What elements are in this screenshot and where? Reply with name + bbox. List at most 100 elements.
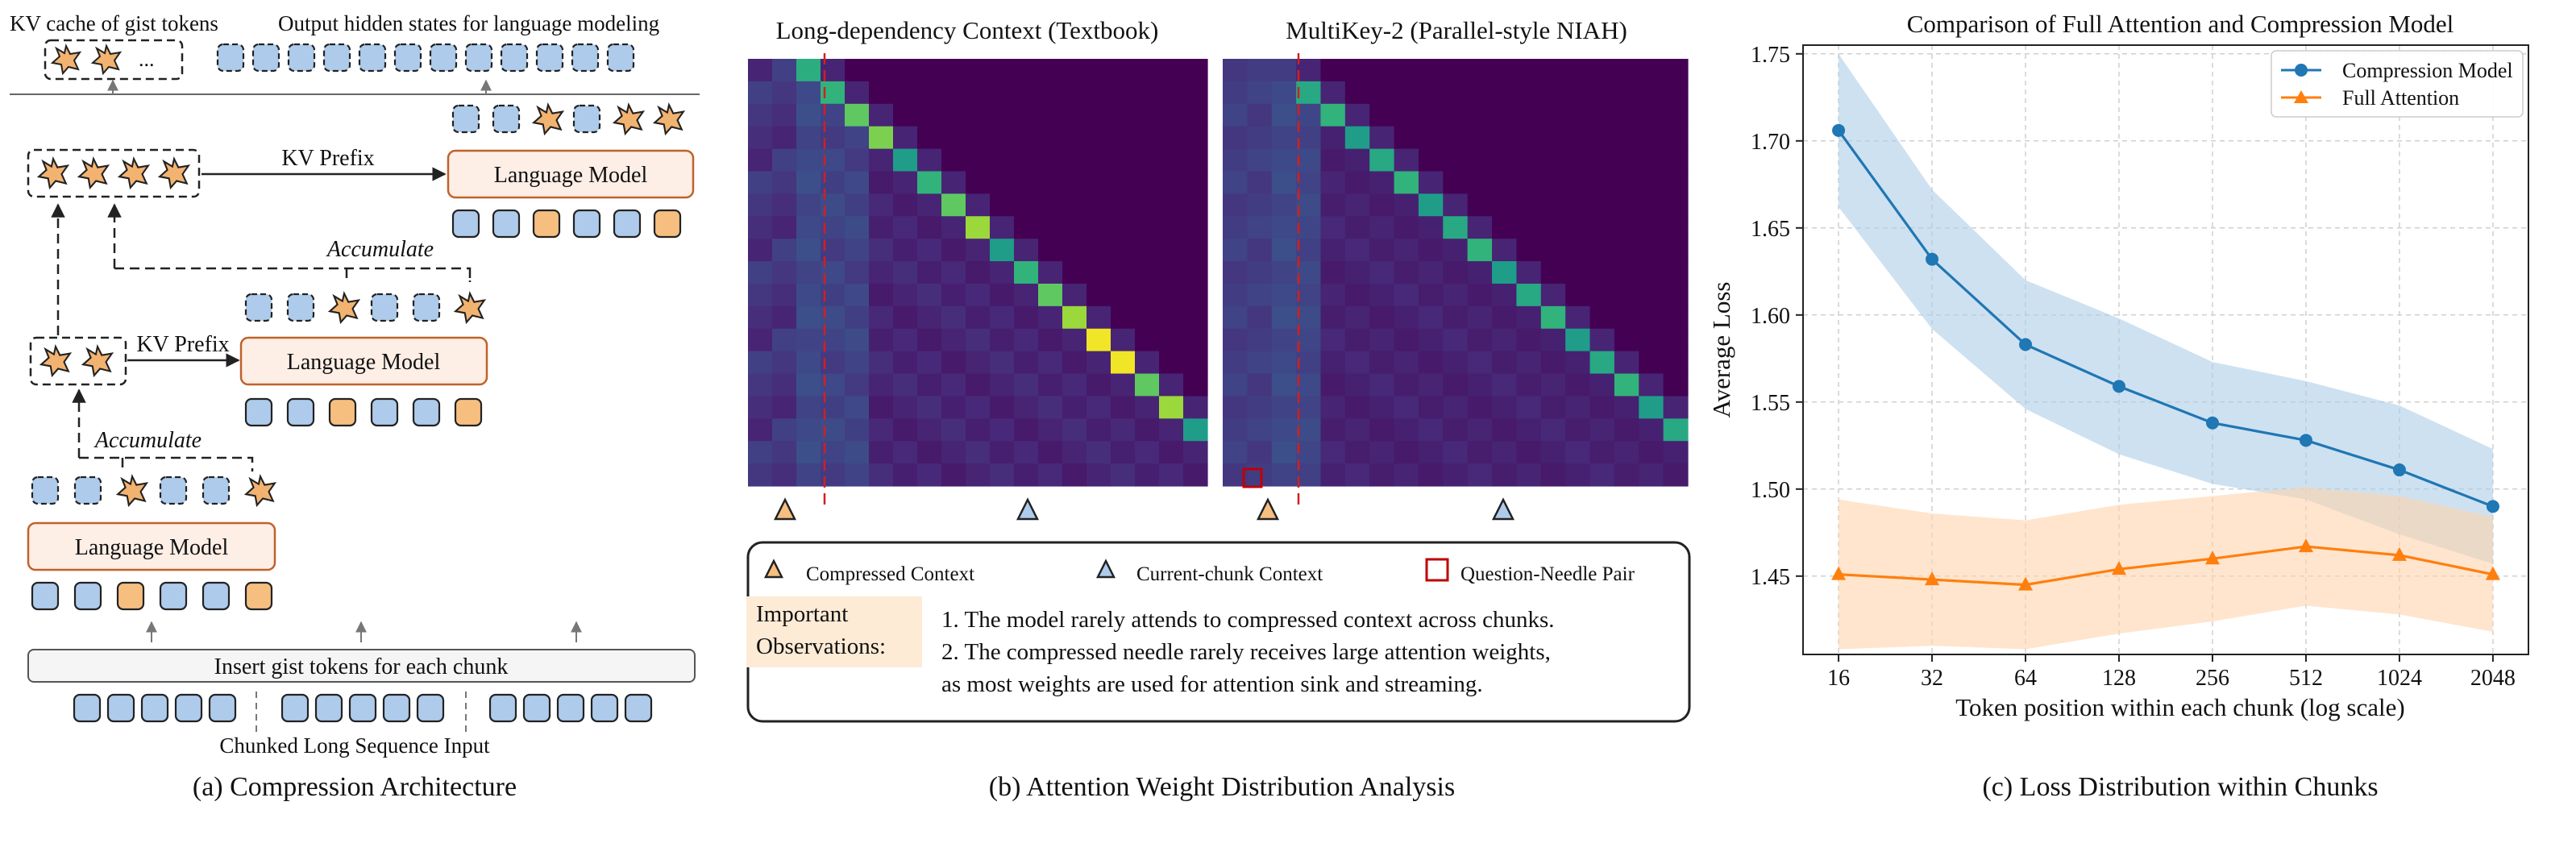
heatmap-cell [1467,351,1493,375]
heatmap-cell [1394,418,1419,442]
heatmap-cell [1369,193,1395,217]
text-token [492,209,521,239]
heatmap-cell [917,103,942,127]
heatmap-cell [941,216,966,239]
heatmap-cell [748,463,773,487]
heatmap-cell [845,239,870,262]
heatmap-cell [748,171,773,194]
heatmap-cell [990,283,1015,307]
heatmap-cell [796,148,821,172]
heatmap-cell [1467,239,1493,262]
heatmap-cell [1247,126,1273,150]
heatmap-cell [1038,261,1063,285]
heatmap-cell [796,103,821,127]
heatmap-cell [1135,103,1160,127]
heatmap-cell [1418,81,1444,105]
legend-full-attention-label: Full Attention [2342,86,2459,110]
full-attention-point [2298,538,2313,553]
heatmap-cell [966,396,991,419]
heatmap-cell [1014,59,1039,82]
heatmap-cell [990,103,1015,127]
heatmap-cell [1135,351,1160,375]
heatmap-cell [772,171,797,194]
heatmap-cell [1443,239,1469,262]
heatmap-cell [1639,216,1664,239]
heatmap-cell [1516,59,1542,82]
heatmap-cell [1344,351,1370,375]
heatmap-cell [893,305,918,330]
heatmap-cell [1565,261,1591,285]
chart-axis-ticks: 16 32 64 128 256 512 1024 2048 1.45 1.50 1.55 1.60 1… [1751,43,2516,691]
heatmap-cell [1614,148,1639,172]
heatmap-cell [1614,418,1639,442]
heatmap-cell [1183,328,1208,352]
language-model-label: Language Model [494,163,648,188]
heatmap-cell [1111,305,1136,330]
heatmap-cell [1271,171,1297,194]
legend-current-label: Current-chunk Context [1136,563,1323,585]
output-hidden-states-label: Output hidden states for language modeli… [278,11,659,35]
text-token [286,397,315,427]
heatmap-cell [917,305,942,330]
compression-model-point [1926,252,1939,266]
heatmap-cell [941,261,966,285]
heatmap-cell [1492,148,1518,172]
heatmap-cell [1223,103,1248,127]
heatmap-cell [1062,59,1087,82]
heatmap-cell [1086,396,1111,419]
heatmap-cell [990,59,1015,82]
heatmap-cell [869,193,894,217]
heatmap-cell [966,441,991,464]
heatmap-left-title: Long-dependency Context (Textbook) [776,16,1159,44]
heatmap-cell [1111,103,1136,127]
gist-star-icon [654,104,684,135]
heatmap-cell [796,126,821,150]
heatmap-cell [1394,148,1419,172]
heatmap-cell [1418,463,1444,487]
heatmap-cell [1443,171,1469,194]
heatmap-cell [869,351,894,375]
heatmap-cell [1271,351,1297,375]
heatmap-cell [1135,396,1160,419]
heatmap-cell [748,148,773,172]
heatmap-cell [1296,126,1322,150]
heatmap-cell [1062,373,1087,397]
heatmap-cell [1135,81,1160,105]
heatmap-cell [845,193,870,217]
heatmap-cell [1344,283,1370,307]
heatmap-cell [990,261,1015,285]
heatmap-cell [1344,328,1370,352]
heatmap-cell [1589,261,1615,285]
heatmap-cell [1589,171,1615,194]
heatmap-cell [1614,193,1639,217]
heatmap-cell [917,328,942,352]
heatmap-cell [1565,328,1591,352]
heatmap-cell [1418,418,1444,442]
heatmap-cell [1369,81,1395,105]
heatmap-cell [772,103,797,127]
heatmap-cell [1492,59,1518,82]
heatmap-cell [1344,103,1370,127]
heatmap-cell [966,59,991,82]
heatmap-cell [1369,463,1395,487]
heatmap-cell [1038,148,1063,172]
heatmap-cell [1369,441,1395,464]
heatmap-cell [1639,305,1664,330]
heatmap-cell [941,463,966,487]
insert-gist-tokens-box [27,649,696,683]
dashed-token [412,293,441,322]
heatmap-cell [1492,373,1518,397]
heatmap-cell [1086,328,1111,352]
heatmap-cell [1223,351,1248,375]
heatmap-cell [748,396,773,419]
heatmap-cell [1369,216,1395,239]
heatmap-cell [990,396,1015,419]
heatmap-cell [1394,328,1419,352]
full-attention-point [1925,571,1940,586]
compression-model-point [2113,380,2126,393]
text-token [382,693,411,723]
heatmap-cell [990,328,1015,352]
heatmap-cell [1467,148,1493,172]
heatmap-cell [1516,216,1542,239]
heatmap-cell [1014,103,1039,127]
